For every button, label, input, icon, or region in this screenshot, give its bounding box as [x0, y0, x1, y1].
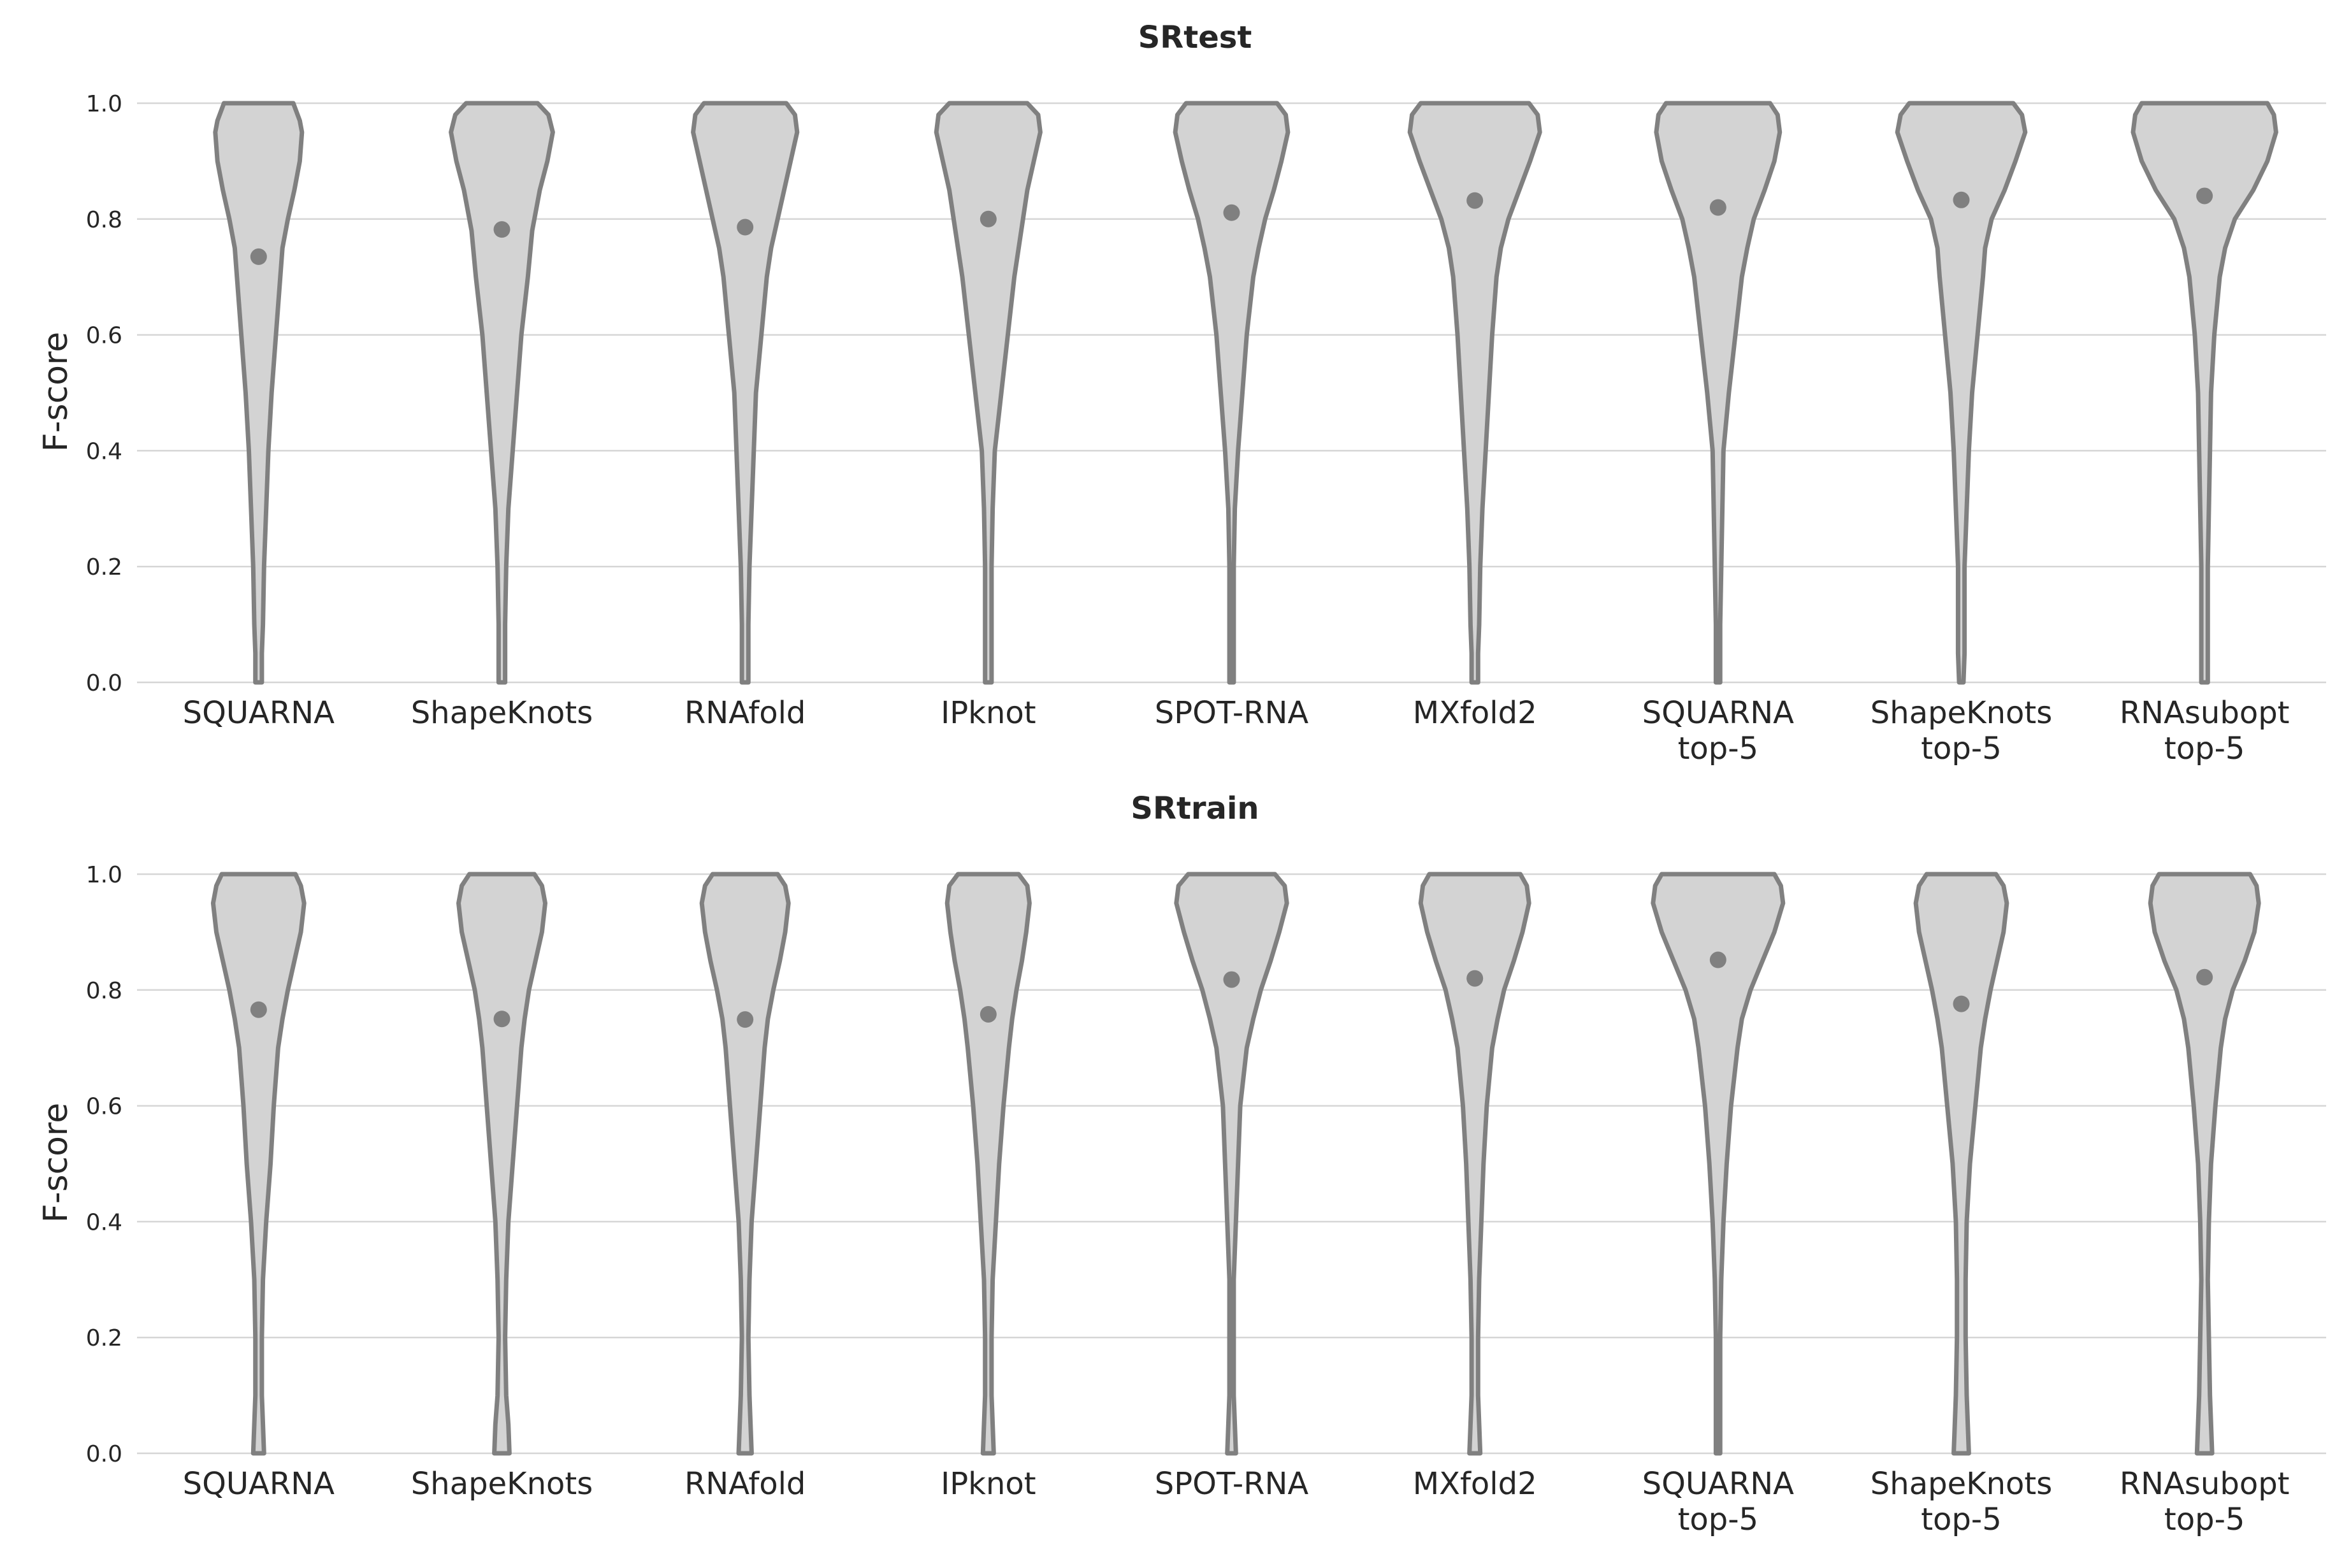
mean-marker — [493, 221, 510, 238]
y-axis-label: F-score — [37, 1103, 75, 1223]
violin — [1418, 872, 1531, 1456]
mean-marker — [250, 1001, 267, 1018]
x-tick-label: top-5 — [1921, 731, 2002, 766]
x-tick-label: ShapeKnots — [1870, 1466, 2052, 1502]
y-tick-label: 0.6 — [86, 323, 122, 349]
y-tick-label: 1.0 — [86, 91, 122, 117]
x-tick-label: top-5 — [1678, 731, 1759, 766]
violin — [1654, 101, 1783, 685]
mean-marker — [1709, 951, 1726, 968]
panel-title: SRtrain — [1131, 791, 1259, 826]
violins — [210, 872, 2261, 1456]
x-tick-label: top-5 — [1678, 1502, 1759, 1537]
panel-title: SRtest — [1138, 20, 1252, 55]
mean-marker — [980, 210, 997, 227]
violin — [449, 101, 555, 685]
mean-marker — [1953, 191, 1970, 208]
x-tick-label: SPOT-RNA — [1155, 695, 1309, 731]
y-tick-label: 0.6 — [86, 1094, 122, 1120]
x-tick-labels: SQUARNA ShapeKnots RNAfold IPknot SPOT-RNA MX… — [183, 1466, 2290, 1537]
violin — [1174, 872, 1289, 1456]
y-tick-label: 0.2 — [86, 554, 122, 580]
x-tick-label: ShapeKnots — [411, 1466, 593, 1502]
mean-marker — [2196, 968, 2213, 986]
violin — [1913, 872, 2009, 1456]
violin — [1407, 101, 1542, 685]
x-tick-label: MXfold2 — [1413, 1466, 1537, 1502]
x-tick-label: MXfold2 — [1413, 695, 1537, 731]
mean-marker — [1953, 995, 1970, 1012]
x-tick-label: top-5 — [1921, 1502, 2002, 1537]
violin — [1895, 101, 2028, 685]
violin — [456, 872, 547, 1456]
violin — [210, 872, 307, 1456]
x-tick-label: RNAfold — [684, 1466, 806, 1502]
y-tick-label: 0.4 — [86, 438, 122, 464]
mean-marker — [1223, 971, 1240, 988]
mean-marker — [737, 1011, 754, 1028]
violin — [934, 101, 1043, 685]
x-tick-label: IPknot — [941, 1466, 1036, 1502]
x-tick-label: IPknot — [941, 695, 1036, 731]
mean-marker — [1466, 970, 1484, 987]
y-tick-label: 0.2 — [86, 1325, 122, 1351]
mean-marker — [1709, 199, 1726, 216]
violins — [213, 101, 2278, 685]
x-tick-label: SPOT-RNA — [1155, 1466, 1309, 1502]
panel-srtest: SRtest F-score 0.0 0.2 0.4 0.6 0.8 1.0 SQUARN… — [37, 20, 2326, 766]
mean-marker — [980, 1005, 997, 1023]
y-tick-label: 0.8 — [86, 207, 122, 233]
x-tick-label: RNAfold — [684, 695, 806, 731]
x-tick-label: SQUARNA — [1642, 695, 1794, 731]
mean-marker — [2196, 187, 2213, 205]
violin — [691, 101, 800, 685]
violin — [944, 872, 1032, 1456]
mean-marker — [737, 219, 754, 236]
violin — [1651, 872, 1786, 1456]
violin — [2130, 101, 2278, 685]
y-tick-label: 0.8 — [86, 978, 122, 1004]
violin — [2148, 872, 2261, 1456]
y-axis-label: F-score — [37, 332, 75, 452]
y-tick-label: 0.0 — [86, 670, 122, 696]
mean-marker — [493, 1011, 510, 1028]
violin — [1173, 101, 1291, 685]
mean-marker — [250, 248, 267, 265]
x-tick-label: ShapeKnots — [411, 695, 593, 731]
x-tick-label: top-5 — [2164, 731, 2245, 766]
y-tick-labels: 0.0 0.2 0.4 0.6 0.8 1.0 — [86, 862, 122, 1467]
x-tick-label: SQUARNA — [183, 1466, 335, 1502]
x-tick-labels: SQUARNA ShapeKnots RNAfold IPknot SPOT-RNA MX… — [183, 695, 2290, 766]
x-tick-label: SQUARNA — [183, 695, 335, 731]
x-tick-label: RNAsubopt — [2120, 1466, 2290, 1502]
y-tick-label: 1.0 — [86, 862, 122, 888]
y-tick-label: 0.4 — [86, 1209, 122, 1235]
x-tick-label: top-5 — [2164, 1502, 2245, 1537]
mean-marker — [1223, 204, 1240, 221]
y-tick-label: 0.0 — [86, 1441, 122, 1467]
x-tick-label: RNAsubopt — [2120, 695, 2290, 731]
violin — [699, 872, 791, 1456]
x-tick-label: SQUARNA — [1642, 1466, 1794, 1502]
violin — [213, 101, 305, 685]
x-tick-label: ShapeKnots — [1870, 695, 2052, 731]
y-tick-labels: 0.0 0.2 0.4 0.6 0.8 1.0 — [86, 91, 122, 696]
panel-srtrain: SRtrain F-score 0.0 0.2 0.4 0.6 0.8 1.0 SQUAR… — [37, 791, 2326, 1537]
mean-marker — [1466, 192, 1484, 209]
